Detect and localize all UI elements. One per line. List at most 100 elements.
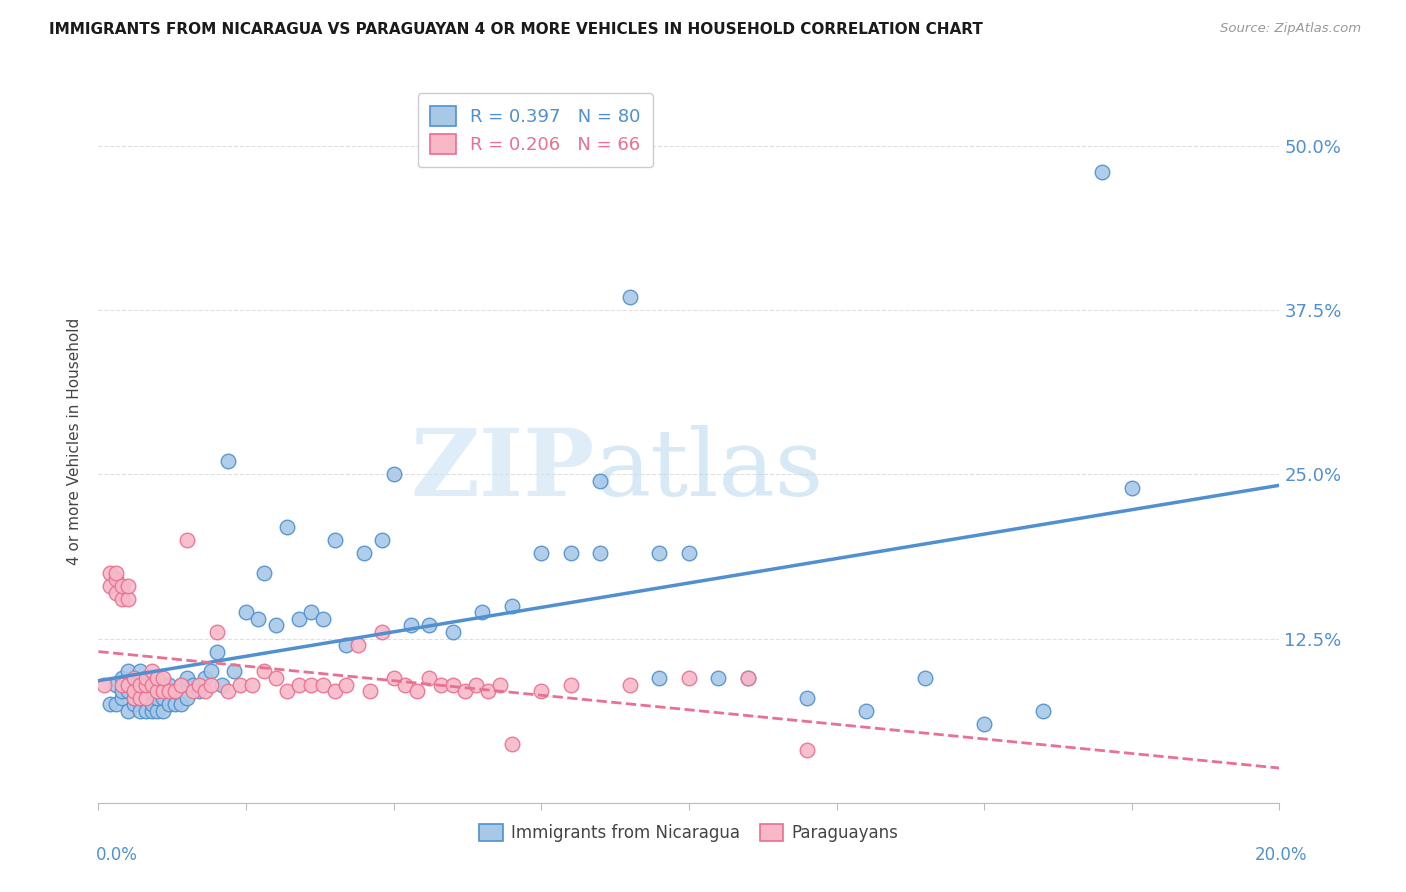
Point — [98, 566, 121, 580]
Point — [288, 677, 311, 691]
Text: 20.0%: 20.0% — [1256, 846, 1308, 863]
Point — [165, 684, 187, 698]
Point — [135, 690, 157, 705]
Point — [560, 546, 582, 560]
Point — [312, 677, 335, 691]
Point — [111, 677, 134, 691]
Point — [619, 677, 641, 691]
Point — [157, 698, 180, 712]
Point — [335, 638, 357, 652]
Point — [441, 625, 464, 640]
Point — [152, 690, 174, 705]
Point — [122, 671, 145, 685]
Text: atlas: atlas — [595, 425, 824, 516]
Point — [146, 704, 169, 718]
Point — [194, 684, 217, 698]
Point — [276, 520, 298, 534]
Point — [205, 645, 228, 659]
Point — [418, 671, 440, 685]
Point — [401, 618, 423, 632]
Point — [224, 665, 246, 679]
Point — [117, 665, 139, 679]
Point — [235, 605, 257, 619]
Point — [141, 684, 163, 698]
Point — [323, 533, 346, 547]
Point — [122, 690, 145, 705]
Point — [181, 677, 204, 691]
Point — [560, 677, 582, 691]
Point — [165, 698, 187, 712]
Point — [406, 684, 429, 698]
Point — [194, 671, 217, 685]
Point — [648, 671, 671, 685]
Point — [128, 690, 150, 705]
Point — [141, 704, 163, 718]
Point — [217, 454, 239, 468]
Point — [678, 546, 700, 560]
Point — [246, 612, 269, 626]
Point — [146, 684, 169, 698]
Point — [122, 690, 145, 705]
Text: IMMIGRANTS FROM NICARAGUA VS PARAGUAYAN 4 OR MORE VEHICLES IN HOUSEHOLD CORRELAT: IMMIGRANTS FROM NICARAGUA VS PARAGUAYAN … — [49, 22, 983, 37]
Point — [187, 677, 209, 691]
Point — [128, 690, 150, 705]
Point — [299, 605, 322, 619]
Point — [501, 737, 523, 751]
Point — [111, 579, 134, 593]
Point — [200, 665, 222, 679]
Point — [117, 684, 139, 698]
Point — [141, 698, 163, 712]
Point — [678, 671, 700, 685]
Point — [288, 612, 311, 626]
Point — [176, 690, 198, 705]
Point — [371, 533, 394, 547]
Point — [105, 566, 128, 580]
Point — [530, 546, 553, 560]
Point — [165, 684, 187, 698]
Point — [111, 690, 134, 705]
Point — [394, 677, 416, 691]
Point — [111, 684, 134, 698]
Point — [152, 677, 174, 691]
Point — [117, 704, 139, 718]
Point — [465, 677, 488, 691]
Point — [648, 546, 671, 560]
Point — [477, 684, 499, 698]
Point — [105, 698, 128, 712]
Point — [1091, 165, 1114, 179]
Point — [105, 677, 128, 691]
Point — [105, 585, 128, 599]
Point — [98, 698, 121, 712]
Point — [187, 684, 209, 698]
Point — [128, 677, 150, 691]
Point — [157, 684, 180, 698]
Point — [128, 665, 150, 679]
Point — [973, 717, 995, 731]
Point — [589, 546, 612, 560]
Text: 0.0%: 0.0% — [96, 846, 138, 863]
Point — [589, 474, 612, 488]
Point — [181, 684, 204, 698]
Point — [146, 677, 169, 691]
Point — [122, 698, 145, 712]
Point — [855, 704, 877, 718]
Point — [105, 573, 128, 587]
Point — [489, 677, 512, 691]
Point — [117, 579, 139, 593]
Point — [170, 698, 193, 712]
Point — [117, 592, 139, 607]
Point — [430, 677, 453, 691]
Point — [135, 690, 157, 705]
Point — [93, 677, 115, 691]
Point — [229, 677, 252, 691]
Point — [135, 671, 157, 685]
Point — [312, 612, 335, 626]
Point — [211, 677, 233, 691]
Point — [240, 677, 263, 691]
Point — [264, 618, 287, 632]
Point — [135, 671, 157, 685]
Point — [323, 684, 346, 698]
Point — [453, 684, 475, 698]
Point — [117, 677, 139, 691]
Point — [176, 533, 198, 547]
